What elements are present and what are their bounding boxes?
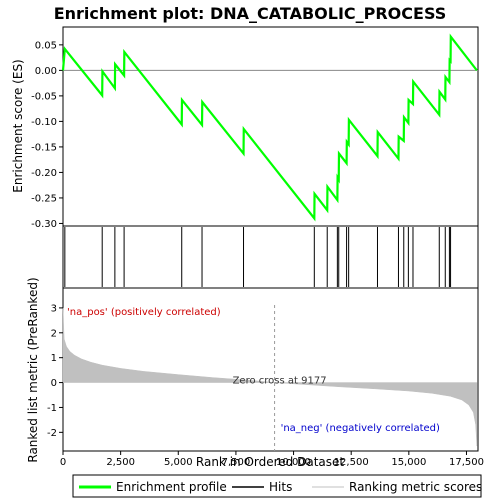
metric-x-tick-label: 0 [60, 457, 66, 468]
metric-x-tick-label: 10,000 [276, 457, 311, 468]
ranking-metric-fill [62, 307, 478, 447]
metric-x-tick-label: 7,500 [222, 457, 251, 468]
metric-x-tick-label: 17,500 [449, 457, 484, 468]
legend-box [72, 474, 482, 498]
metric-x-tick-label: 15,000 [391, 457, 426, 468]
es-y-tick-label: -0.25 [31, 193, 57, 204]
metric-y-tick-label: 0 [51, 378, 57, 389]
metric-x-axis-label: Rank in Ordered Dataset [196, 455, 344, 469]
es-y-axis-label: Enrichment score (ES) [11, 59, 25, 192]
metric-x-axis: 0 2,500 5,000 7,500 10,000 12,500 15,000 17,500 [60, 451, 484, 468]
es-y-tick-label: 0.05 [35, 40, 57, 51]
metric-x-tick-label: 12,500 [334, 457, 369, 468]
es-y-tick-label: -0.05 [31, 91, 57, 102]
es-y-tick-label: -0.20 [31, 168, 57, 179]
metric-y-tick-label: 2 [51, 328, 57, 339]
legend-item-label: Hits [269, 480, 292, 494]
metric-y-tick-label: -1 [47, 403, 57, 414]
chart-title: Enrichment plot: DNA_CATABOLIC_PROCESS [54, 4, 447, 23]
hits-markers [64, 227, 452, 287]
legend-item-label: Enrichment profile [116, 480, 227, 494]
legend-item-label: Ranking metric scores [349, 480, 482, 494]
ranking-metric-area [62, 307, 478, 447]
negative-correlation-label: 'na_neg' (negatively correlated) [281, 423, 440, 434]
legend: Enrichment profile Hits Ranking metric sco… [79, 480, 482, 494]
metric-y-tick-label: 3 [51, 303, 57, 314]
metric-y-axis: 3 2 1 0 -1 -2 [47, 303, 63, 439]
metric-panel-frame [62, 287, 479, 452]
metric-x-tick-label: 2,500 [106, 457, 135, 468]
zero-cross-label: Zero cross at 9177 [233, 376, 327, 387]
enrichment-profile-line [61, 33, 478, 222]
metric-y-axis-label: Ranked list metric (PreRanked) [26, 277, 40, 462]
positive-correlation-label: 'na_pos' (positively correlated) [67, 307, 221, 318]
metric-y-tick-label: -2 [47, 428, 57, 439]
metric-x-tick-label: 5,000 [164, 457, 193, 468]
es-y-axis: 0.05 0.00 -0.05 -0.10 -0.15 -0.20 -0.25 -0.30 [31, 40, 63, 230]
hits-panel-frame [62, 225, 479, 289]
metric-y-tick-label: 1 [51, 353, 57, 364]
es-y-tick-label: -0.15 [31, 142, 57, 153]
es-y-tick-label: -0.10 [31, 117, 57, 128]
enrichment-profile-path [61, 33, 478, 222]
es-y-tick-label: 0.00 [35, 66, 57, 77]
es-y-tick-label: -0.30 [31, 219, 57, 230]
